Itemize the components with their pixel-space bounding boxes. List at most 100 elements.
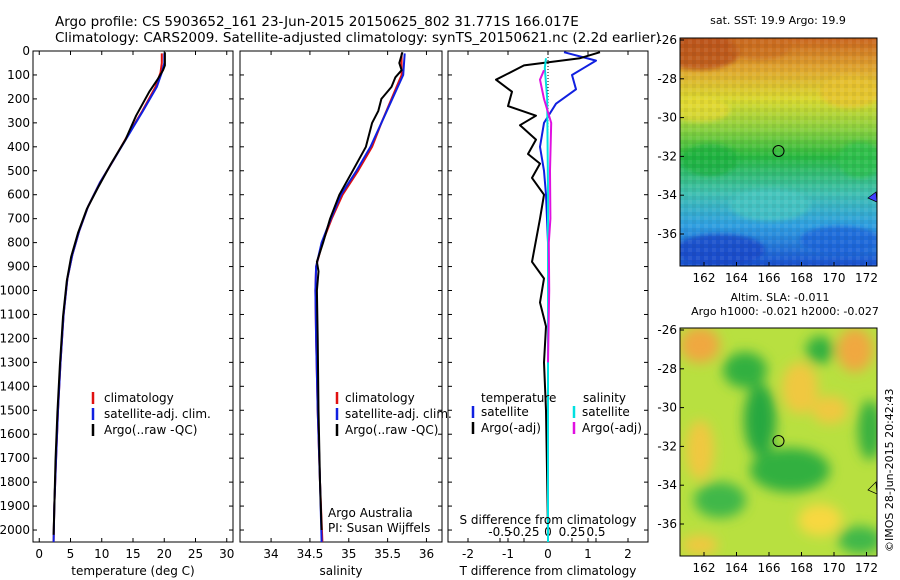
map-x-tick-label: 164 [725,561,748,575]
title-line-2: Climatology: CARS2009. Satellite-adjuste… [55,30,661,46]
x-tick-label: 20 [157,547,172,561]
depth-tick-label: 800 [7,236,30,250]
x-tick-label: 34.5 [297,547,324,561]
series-line-argo-raw-qc- [315,51,404,531]
salinity-panel: 34 34.5 35 35.5 36 salinity [239,50,443,578]
series-line-satellite-adj-clim- [52,53,166,543]
legend-label-satellite: satellite-adj. clim. [345,407,452,421]
difference-legend: temperature salinity satellite Argo(-adj… [460,391,642,527]
x-tick-label: 35 [341,547,356,561]
series-line-satellite-adj-clim- [314,53,406,543]
depth-tick-label: 0 [22,44,30,58]
difference-panel: -2 -1 0 1 2 T difference from climatology -0.5… [447,50,649,578]
sla-map-image [680,328,877,556]
series-line-climatology [52,53,163,543]
x-tick-label: 1 [584,547,592,561]
x-tick-label: 35.5 [374,547,401,561]
x-tick-label: 10 [94,547,109,561]
series-line-salinity-satellite [543,58,549,542]
legend-label-temp-argo: Argo(-adj) [481,421,541,435]
s-tick-label: 0.25 [559,525,586,539]
map-x-tick-label: 170 [823,561,846,575]
s-tick-label: -0.5 [488,525,511,539]
salinity-legend: climatology satellite-adj. clim. Argo(..… [328,391,452,535]
sst-map-title: sat. SST: 19.9 Argo: 19.9 [710,14,846,27]
sst-map: sat. SST: 19.9 Argo: 19.9 162 164 166 168 17… [657,14,878,285]
temperature-legend: climatology satellite-adj. clim. Argo(..… [91,391,211,437]
x-tick-label: 36 [419,547,434,561]
legend-label-climatology: climatology [104,391,174,405]
x-tick-label: 2 [624,547,632,561]
depth-tick-label: 1100 [0,307,30,321]
map-y-tick-label: -26 [657,33,677,47]
credit-label: ©IMOS 28-Jun-2015 20:42:43 [883,388,896,552]
depth-tick-label: 1600 [0,427,30,441]
series-line-temperature-argo-adj- [495,51,601,531]
sst-map-image [680,38,877,266]
map-x-tick-label: 166 [758,561,781,575]
map-y-tick-label: -28 [657,362,677,376]
depth-tick-label: 1000 [0,284,30,298]
institution-label: Argo Australia [328,506,413,520]
depth-tick-label: 600 [7,188,30,202]
x-tick-label: -1 [502,547,514,561]
depth-tick-label: 300 [7,116,30,130]
x-axis-label: salinity [319,564,362,578]
x-tick-label: 34 [263,547,278,561]
map-y-tick-label: -34 [657,188,677,202]
legend-label-argo: Argo(..raw -QC) [104,423,197,437]
pi-label: PI: Susan Wijffels [328,521,430,535]
sla-map-subtitle: Argo h1000: -0.021 h2000: -0.027 [691,305,879,318]
legend-label-satellite: satellite-adj. clim. [104,407,211,421]
coastline-marker [867,481,878,495]
sla-map-title: Altim. SLA: -0.011 [730,291,829,304]
x-tick-label: 0 [544,547,552,561]
map-y-tick-label: -36 [657,517,677,531]
coastline-marker [867,191,878,203]
map-x-tick-label: 170 [823,271,846,285]
map-x-tick-label: 168 [790,271,813,285]
legend-label-climatology: climatology [345,391,415,405]
depth-tick-label: 1400 [0,379,30,393]
x-tick-label: 25 [188,547,203,561]
plot-frame [239,50,443,543]
x-tick-label: 15 [125,547,140,561]
legend-title-temperature: temperature [481,391,556,405]
temperature-panel: 0100200300400500600700800900100011001200… [0,44,234,578]
legend-label-sal-satellite: satellite [582,405,630,419]
x-axis-label: T difference from climatology [459,564,637,578]
map-x-tick-label: 172 [855,561,878,575]
x-tick-label: -2 [462,547,474,561]
series-line-salinity-argo-adj- [539,69,553,363]
x-tick-label: 5 [67,547,75,561]
x-tick-label: 0 [35,547,43,561]
argo-position-marker [772,435,785,447]
map-x-tick-label: 162 [693,271,716,285]
depth-tick-label: 1900 [0,499,30,513]
map-x-tick-label: 162 [693,561,716,575]
depth-tick-label: 1300 [0,355,30,369]
map-x-tick-label: 166 [758,271,781,285]
depth-tick-label: 1800 [0,475,30,489]
depth-tick-label: 900 [7,260,30,274]
s-tick-label: -0.25 [508,525,539,539]
depth-tick-label: 500 [7,164,30,178]
legend-label-sal-argo: Argo(-adj) [582,421,642,435]
depth-tick-label: 400 [7,140,30,154]
argo-position-marker [772,145,785,157]
series-line-argo-raw-qc- [52,52,166,535]
depth-tick-label: 200 [7,92,30,106]
depth-tick-label: 1700 [0,451,30,465]
legend-title-salinity: salinity [583,391,626,405]
title-line-1: Argo profile: CS 5903652_161 23-Jun-2015… [55,14,579,30]
map-y-tick-label: -26 [657,323,677,337]
legend-label-temp-satellite: satellite [481,405,529,419]
depth-tick-label: 1500 [0,403,30,417]
sla-map: Altim. SLA: -0.011 Argo h1000: -0.021 h2… [657,291,879,575]
map-y-tick-label: -36 [657,227,677,241]
map-x-tick-label: 172 [855,271,878,285]
map-y-tick-label: -32 [657,149,677,163]
map-y-tick-label: -28 [657,72,677,86]
map-y-tick-label: -30 [657,111,677,125]
